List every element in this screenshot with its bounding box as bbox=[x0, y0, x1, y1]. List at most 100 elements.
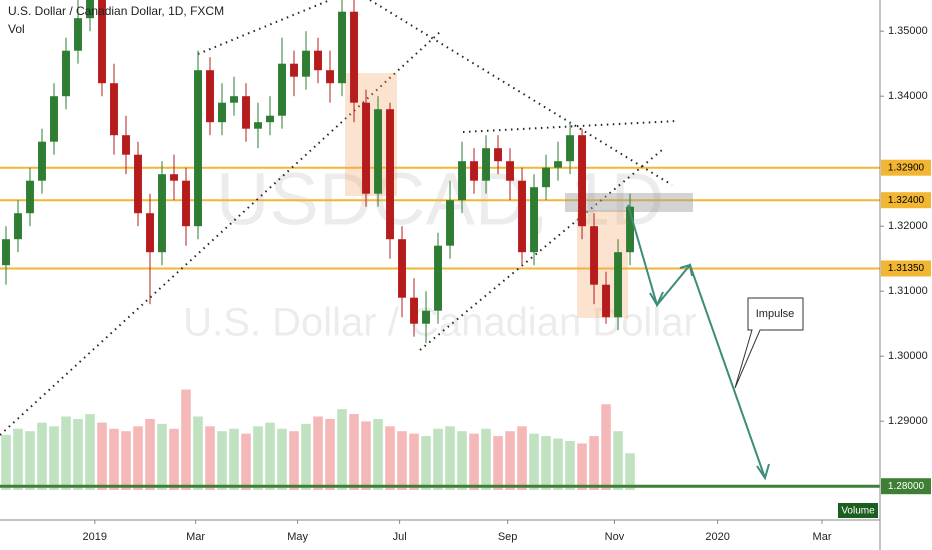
axes: 1.35000 1.34000 1.32000 1.31000 1.30000 1.290… bbox=[83, 25, 928, 543]
candle-body bbox=[218, 102, 226, 123]
candle-body bbox=[362, 102, 370, 194]
volume-bar bbox=[277, 428, 287, 490]
level-label: 1.28000 bbox=[888, 481, 925, 492]
volume-bar bbox=[409, 433, 419, 490]
volume-bar bbox=[385, 426, 395, 490]
volume-bar bbox=[361, 421, 371, 490]
y-tick-label: 1.34000 bbox=[888, 90, 928, 102]
candle-body bbox=[518, 180, 526, 253]
candle-body bbox=[158, 174, 166, 253]
candle-body bbox=[422, 310, 430, 324]
candle-body bbox=[410, 297, 418, 324]
candle-body bbox=[86, 0, 94, 19]
candle-body bbox=[326, 70, 334, 84]
arrow-head bbox=[679, 263, 693, 277]
trendline bbox=[369, 0, 673, 186]
candle-body bbox=[530, 187, 538, 253]
volume-bar bbox=[493, 436, 503, 490]
volume-bar bbox=[553, 438, 563, 490]
level-badge bbox=[881, 478, 931, 495]
volume-pane-badge bbox=[838, 503, 878, 518]
projection-arrow bbox=[627, 204, 766, 479]
volume-bar bbox=[565, 441, 575, 490]
candle-body bbox=[338, 11, 346, 84]
candle-body bbox=[374, 109, 382, 194]
candle-body bbox=[98, 0, 106, 84]
candle-body bbox=[578, 135, 586, 227]
volume-bar bbox=[457, 431, 467, 490]
trendline bbox=[419, 149, 663, 351]
volume-bar bbox=[505, 431, 515, 490]
volume-bar bbox=[205, 426, 215, 490]
volume-bar bbox=[613, 431, 623, 490]
volume-bar bbox=[313, 416, 323, 490]
x-tick-label: 2019 bbox=[83, 531, 107, 543]
candle-body bbox=[434, 245, 442, 311]
candle-body bbox=[290, 63, 298, 77]
volume-bar bbox=[601, 404, 611, 490]
candle-body bbox=[194, 70, 202, 227]
candle-body bbox=[350, 11, 358, 103]
volume-bar bbox=[229, 428, 239, 490]
candle-body bbox=[302, 50, 310, 77]
level-label: 1.32900 bbox=[888, 162, 925, 173]
candle-body bbox=[602, 284, 610, 318]
candle-body bbox=[134, 154, 142, 214]
volume-bar bbox=[625, 453, 635, 490]
volume-bar bbox=[73, 418, 83, 490]
y-tick-label: 1.35000 bbox=[888, 25, 928, 37]
candle-body bbox=[458, 161, 466, 201]
x-tick-label: Nov bbox=[605, 531, 625, 543]
candle-body bbox=[386, 109, 394, 240]
candle-body bbox=[446, 200, 454, 246]
y-tick-label: 1.29000 bbox=[888, 415, 928, 427]
candle-body bbox=[482, 148, 490, 181]
candle-body bbox=[626, 206, 634, 253]
candle-body bbox=[278, 63, 286, 116]
x-tick-label: May bbox=[287, 531, 308, 543]
volume-bar bbox=[253, 426, 263, 490]
candle-body bbox=[74, 18, 82, 51]
volume-bar bbox=[217, 431, 227, 490]
volume-pane-label: Volume bbox=[841, 506, 875, 517]
candle-body bbox=[38, 141, 46, 181]
candle-body bbox=[506, 161, 514, 181]
volume-bar bbox=[337, 409, 347, 490]
volume-bar bbox=[421, 436, 431, 490]
volume-bar bbox=[169, 428, 179, 490]
volume-bar bbox=[133, 426, 143, 490]
volume-bar bbox=[325, 418, 335, 490]
x-tick-label: Mar bbox=[186, 531, 205, 543]
candle-body bbox=[566, 135, 574, 162]
candle-body bbox=[230, 96, 238, 103]
candle-body bbox=[470, 161, 478, 181]
level-badge bbox=[881, 159, 931, 176]
candle-body bbox=[2, 239, 10, 266]
candles bbox=[2, 0, 634, 344]
candle-body bbox=[146, 213, 154, 253]
volume-pane bbox=[1, 389, 635, 490]
volume-bar bbox=[145, 418, 155, 490]
candle-body bbox=[266, 115, 274, 123]
candle-body bbox=[314, 50, 322, 71]
level-badge bbox=[881, 192, 931, 209]
volume-bar bbox=[193, 416, 203, 490]
volume-bar bbox=[481, 428, 491, 490]
candle-body bbox=[62, 50, 70, 97]
x-tick-label: Jul bbox=[393, 531, 407, 543]
volume-bar bbox=[109, 428, 119, 490]
volume-bar bbox=[289, 431, 299, 490]
candle-body bbox=[542, 167, 550, 188]
x-tick-label: 2020 bbox=[705, 531, 729, 543]
watermark: USDCAD, 1D bbox=[216, 158, 664, 241]
candle-body bbox=[614, 252, 622, 318]
candle-body bbox=[494, 148, 502, 162]
candle-body bbox=[254, 122, 262, 129]
candle-body bbox=[14, 213, 22, 240]
volume-bar bbox=[61, 416, 71, 490]
volume-bar bbox=[25, 431, 35, 490]
arrow-head bbox=[756, 463, 770, 481]
volume-bar bbox=[529, 433, 539, 490]
volume-bar bbox=[265, 422, 275, 490]
resistance-zone bbox=[565, 193, 693, 212]
